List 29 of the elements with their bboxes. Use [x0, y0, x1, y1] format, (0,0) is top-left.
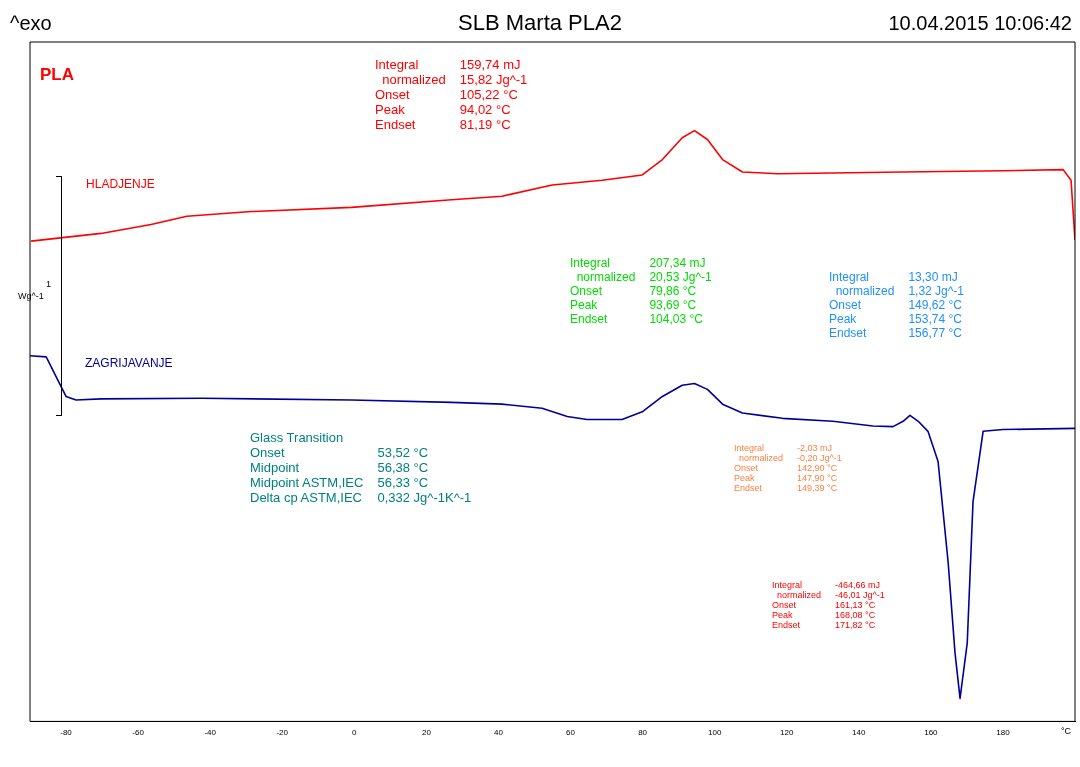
- text: PLA: [40, 65, 74, 85]
- annotation: 1: [46, 279, 52, 289]
- text: 10.04.2015 10:06:42: [888, 12, 1072, 35]
- text: Integral -2,03 mJ normalized -0,20 Jg^-1 Onset 142,90 °C Peak 147,90 °C Endset 149,39 °C: [734, 443, 842, 493]
- text: ZAGRIJAVANJE: [85, 355, 173, 370]
- x-tick-label: 80: [638, 728, 648, 738]
- text: Integral 207,34 mJ normalized 20,53 Jg^-1 Onset 79,86 °C Peak 93,69 °C Endset 104,03 °C: [570, 256, 712, 326]
- x-axis-title: °C: [1060, 726, 1072, 737]
- x-tick-label: 20: [421, 728, 432, 738]
- text: ^exo: [10, 12, 52, 35]
- x-tick-label: 100: [707, 728, 722, 738]
- text: Glass Transition Onset 53,52 °C Midpoint 56,38 °C Midpoint ASTM,IEC 56,33 °C Delta cp ASTM,IEC 0,332 Jg^-1K^-1: [250, 430, 472, 505]
- x-tick-label: 180: [996, 728, 1011, 738]
- x-tick-label: 160: [924, 728, 939, 738]
- x-tick-label: 140: [852, 728, 867, 738]
- text: Integral 13,30 mJ normalized 1,32 Jg^-1 Onset 149,62 °C Peak 153,74 °C Endset 156,77 °C: [829, 270, 965, 340]
- text: Integral -464,66 mJ normalized -46,01 Jg^-1 Onset 161,13 °C Peak 168,08 °C Endset 171,82 °C: [772, 580, 885, 630]
- x-tick-label: 40: [494, 728, 504, 738]
- x-tick-label: -80: [60, 728, 73, 738]
- x-tick-label: -40: [204, 728, 217, 738]
- x-tick-label: -20: [276, 728, 289, 738]
- x-tick-label: 60: [566, 728, 576, 738]
- text: HLADJENJE: [86, 177, 155, 192]
- x-tick-label: 120: [780, 728, 794, 738]
- x-tick-label: 0: [352, 728, 358, 738]
- text: Integral 159,74 mJ normalized 15,82 Jg^-1 Onset 105,22 °C Peak 94,02 °C Endset 81,19 °C: [375, 57, 528, 132]
- chart-title: SLB Marta PLA2: [458, 10, 622, 35]
- x-tick-label: -60: [132, 728, 145, 738]
- annotation: Wg^-1: [18, 291, 44, 301]
